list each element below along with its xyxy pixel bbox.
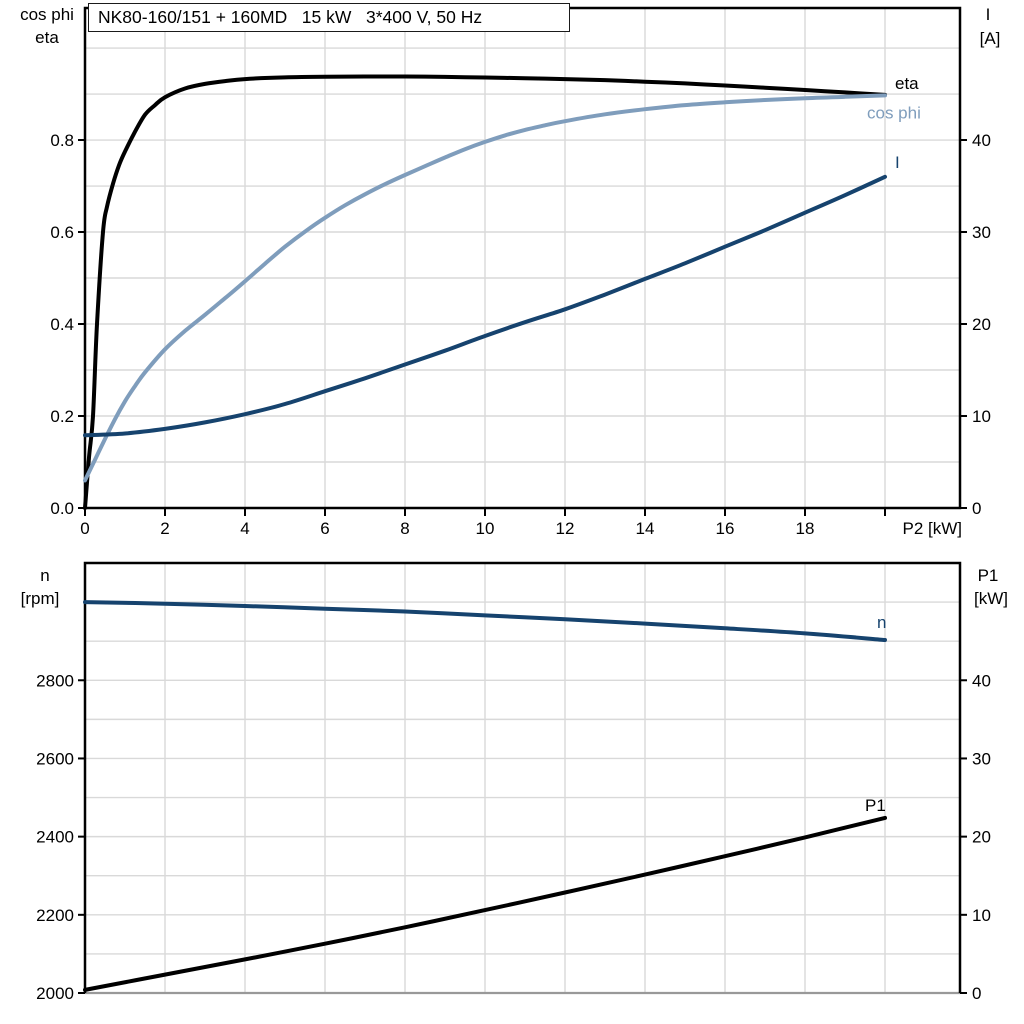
- x-tick-label: 14: [636, 519, 655, 538]
- right-tick-label: 10: [972, 906, 991, 925]
- eta-curve-label: eta: [895, 74, 919, 93]
- I-curve-label: I: [895, 153, 900, 172]
- cos_phi-curve: [83, 93, 887, 483]
- P1-curve: [83, 815, 887, 992]
- right-tick-label: 30: [972, 749, 991, 768]
- left-tick-label: 0.8: [50, 131, 74, 150]
- right-tick-label: 30: [972, 223, 991, 242]
- right-axis-title: I: [986, 5, 991, 24]
- x-tick-label: 4: [240, 519, 249, 538]
- left-axis-title: [rpm]: [21, 589, 60, 608]
- eta-curve: [83, 74, 887, 510]
- axis-titles: n [rpm] P1 [kW]: [21, 566, 1008, 608]
- axis-titles: cos phi eta I [A]: [20, 5, 1000, 48]
- right-tick-label: 0: [972, 499, 981, 518]
- right-axis-title: [A]: [980, 29, 1001, 48]
- x-tick-label: 12: [556, 519, 575, 538]
- right-tick-label: 10: [972, 407, 991, 426]
- left-tick-label: 2400: [36, 828, 74, 847]
- x-axis-title: P2 [kW]: [902, 519, 962, 538]
- right-tick-label: 0: [972, 984, 981, 1003]
- right-tick-label: 40: [972, 671, 991, 690]
- x-tick-label: 0: [80, 519, 89, 538]
- plot-frame: [83, 561, 962, 993]
- left-tick-label: 0.0: [50, 499, 74, 518]
- top-chart: 0.0 0.2 0.4 0.6 0.8 0 10 20 30 40 0 2 4 6 8 10 12 14 16 18 P…: [20, 5, 1000, 538]
- gridlines: [85, 8, 960, 508]
- right-axis-title: [kW]: [974, 589, 1008, 608]
- left-tick-label: 2000: [36, 984, 74, 1003]
- left-tick-label: 0.2: [50, 407, 74, 426]
- right-tick-label: 40: [972, 131, 991, 150]
- left-tick-label: 0.4: [50, 315, 74, 334]
- x-tick-label: 16: [716, 519, 735, 538]
- x-tick-label: 10: [476, 519, 495, 538]
- y-axis-ticks: 2000 2200 2400 2600 2800 0 10 20 30 40: [36, 671, 991, 1003]
- left-tick-label: 2600: [36, 749, 74, 768]
- y-axis-ticks: 0.0 0.2 0.4 0.6 0.8 0 10 20 30 40: [50, 131, 991, 518]
- x-axis-ticks: 0 2 4 6 8 10 12 14 16 18 P2 [kW]: [80, 508, 962, 538]
- left-axis-title: n: [40, 566, 49, 585]
- I-curve: [83, 174, 887, 438]
- left-axis-title: cos phi: [20, 5, 74, 24]
- right-tick-label: 20: [972, 315, 991, 334]
- x-tick-label: 2: [160, 519, 169, 538]
- n-curve: [83, 600, 887, 642]
- left-tick-label: 0.6: [50, 223, 74, 242]
- P1-curve-label: P1: [865, 796, 886, 815]
- cos_phi-curve-label: cos phi: [867, 103, 921, 122]
- left-tick-label: 2800: [36, 671, 74, 690]
- left-axis-title: eta: [35, 28, 59, 47]
- bottom-chart: 2000 2200 2400 2600 2800 0 10 20 30 40 n [rpm] P1 [kW…: [21, 561, 1008, 1003]
- right-axis-title: P1: [978, 566, 999, 585]
- x-tick-label: 18: [796, 519, 815, 538]
- gridlines: [85, 563, 960, 993]
- x-tick-label: 6: [320, 519, 329, 538]
- right-tick-label: 20: [972, 828, 991, 847]
- left-tick-label: 2200: [36, 906, 74, 925]
- n-curve-label: n: [877, 613, 886, 632]
- chart-title: NK80-160/151 + 160MD 15 kW 3*400 V, 50 H…: [88, 3, 570, 32]
- x-tick-label: 8: [400, 519, 409, 538]
